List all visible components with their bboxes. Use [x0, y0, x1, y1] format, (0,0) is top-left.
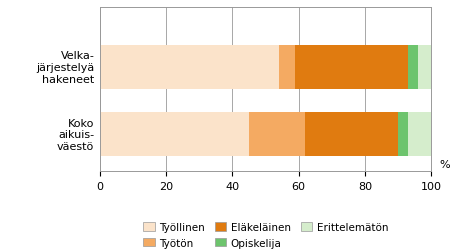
Legend: Työllinen, Työtön, Eläkeläinen, Opiskelija, Erittelemätön: Työllinen, Työtön, Eläkeläinen, Opiskeli…	[143, 223, 388, 247]
Bar	[296, 46, 408, 89]
Bar	[100, 113, 249, 156]
Bar	[398, 113, 408, 156]
Bar	[249, 113, 306, 156]
Bar	[306, 113, 398, 156]
Bar	[408, 46, 418, 89]
Bar	[418, 46, 431, 89]
Bar	[408, 113, 431, 156]
Bar	[279, 46, 296, 89]
Bar	[100, 46, 279, 89]
Text: %: %	[439, 160, 450, 169]
